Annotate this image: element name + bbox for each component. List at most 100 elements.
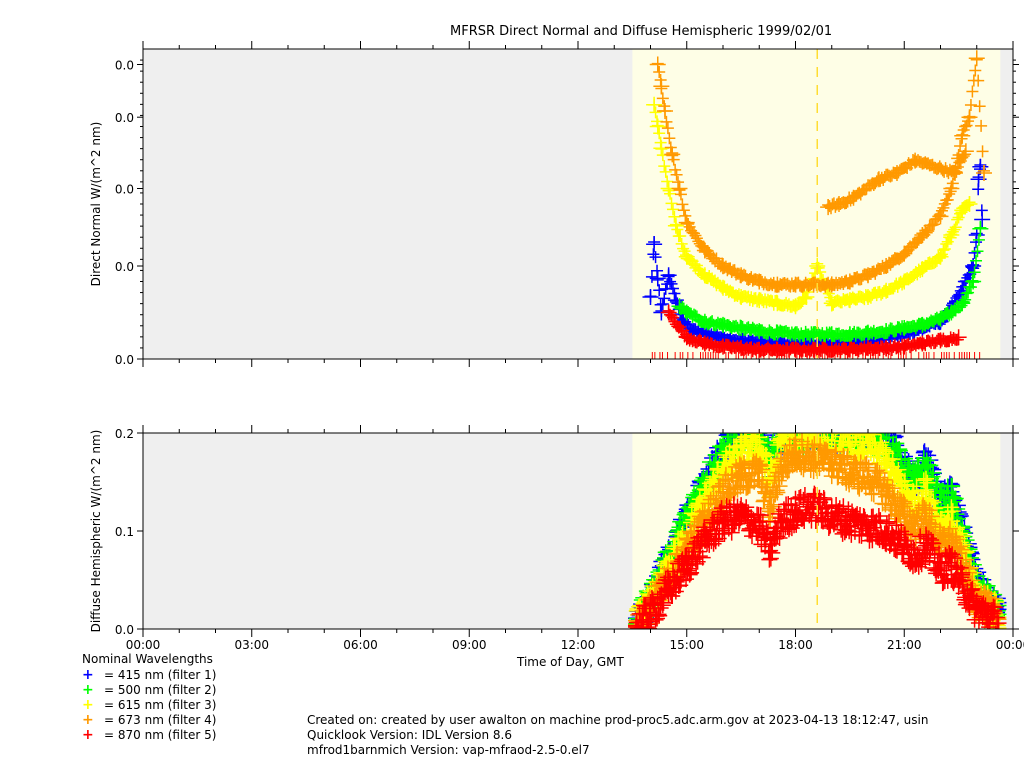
data-point [835, 414, 851, 430]
data-point [737, 433, 739, 434]
data-point [740, 411, 756, 427]
data-point [822, 410, 838, 426]
data-point [754, 475, 771, 492]
data-point [951, 213, 964, 226]
data-point [877, 415, 893, 431]
data-point [783, 520, 800, 537]
data-point [754, 461, 771, 478]
data-point [662, 184, 675, 197]
legend-marker-673: + [82, 712, 94, 728]
data-point [659, 105, 671, 118]
data-point [846, 412, 862, 428]
data-point [742, 433, 745, 434]
bottom-x-tick-label: 00:00 [126, 638, 161, 652]
data-point [856, 416, 872, 432]
data-point [964, 99, 977, 112]
data-point [837, 433, 840, 434]
data-point [972, 233, 985, 246]
data-point [819, 414, 835, 430]
data-point [937, 244, 950, 257]
data-point [791, 412, 807, 428]
data-point [735, 414, 751, 430]
legend-marker-615: + [82, 697, 94, 713]
data-point [689, 229, 702, 242]
data-point [934, 249, 947, 262]
data-point [880, 415, 896, 431]
data-point [785, 433, 787, 435]
data-point [963, 196, 976, 209]
footer-created: Created on: created by user awalton on m… [307, 713, 929, 727]
bottom-x-tick-label: 18:00 [778, 638, 813, 652]
data-point [690, 232, 703, 245]
data-point [830, 415, 846, 431]
data-point [818, 415, 834, 431]
data-point [670, 168, 683, 181]
data-point [954, 140, 967, 153]
data-point [655, 594, 672, 611]
data-point [667, 153, 680, 166]
data-point [780, 433, 782, 434]
data-point [795, 412, 811, 428]
data-point [922, 225, 935, 238]
data-point [976, 145, 989, 158]
legend-label-500: = 500 nm (filter 2) [104, 683, 217, 697]
data-point [748, 414, 764, 430]
top-y-tick-label: 0.0 [115, 183, 134, 197]
data-point [831, 412, 847, 428]
data-point [649, 610, 666, 627]
data-point [661, 175, 674, 188]
data-point [957, 150, 970, 163]
data-point [784, 433, 787, 434]
data-point [972, 183, 985, 196]
data-point [915, 472, 932, 489]
data-point [785, 417, 801, 433]
top-series-673nm [649, 50, 992, 293]
data-point [732, 416, 748, 432]
data-point [791, 433, 793, 439]
data-point [826, 415, 842, 431]
data-point [676, 198, 689, 211]
data-point [683, 564, 700, 581]
data-point [940, 238, 953, 251]
data-point [845, 414, 861, 430]
data-point [844, 436, 861, 453]
legend-marker-500: + [82, 682, 94, 698]
data-point [864, 412, 880, 428]
data-point [656, 297, 669, 310]
data-point [651, 57, 664, 70]
data-point [812, 433, 815, 435]
data-point [705, 487, 722, 504]
data-point [850, 433, 853, 434]
data-point [841, 416, 857, 432]
data-point [972, 74, 985, 87]
data-point [843, 433, 845, 435]
data-point [912, 233, 925, 246]
data-point [973, 100, 986, 113]
data-point [835, 414, 851, 430]
data-point [927, 218, 940, 231]
data-point [843, 416, 859, 432]
data-point [817, 411, 833, 427]
data-point [960, 287, 973, 300]
data-point [838, 414, 854, 430]
top-y-axis-label: Direct Normal W/(m^2 nm) [89, 122, 103, 287]
data-point [870, 507, 887, 524]
data-point [944, 478, 961, 495]
bottom-series-870nm [628, 485, 1007, 629]
data-point [821, 413, 837, 429]
data-point [671, 223, 684, 236]
data-point [787, 413, 803, 429]
data-point [674, 230, 687, 243]
data-point [845, 412, 861, 428]
data-point [677, 242, 690, 255]
data-point [848, 411, 864, 427]
data-point [653, 65, 666, 78]
data-point [803, 416, 819, 432]
data-point [962, 199, 975, 212]
data-point [847, 433, 850, 435]
bottom-y-axis-label: Diffuse Hemispheric W/(m^2 nm) [89, 430, 103, 633]
data-point [755, 445, 772, 462]
data-point [809, 414, 825, 430]
data-point [883, 433, 885, 435]
data-point [950, 165, 963, 178]
